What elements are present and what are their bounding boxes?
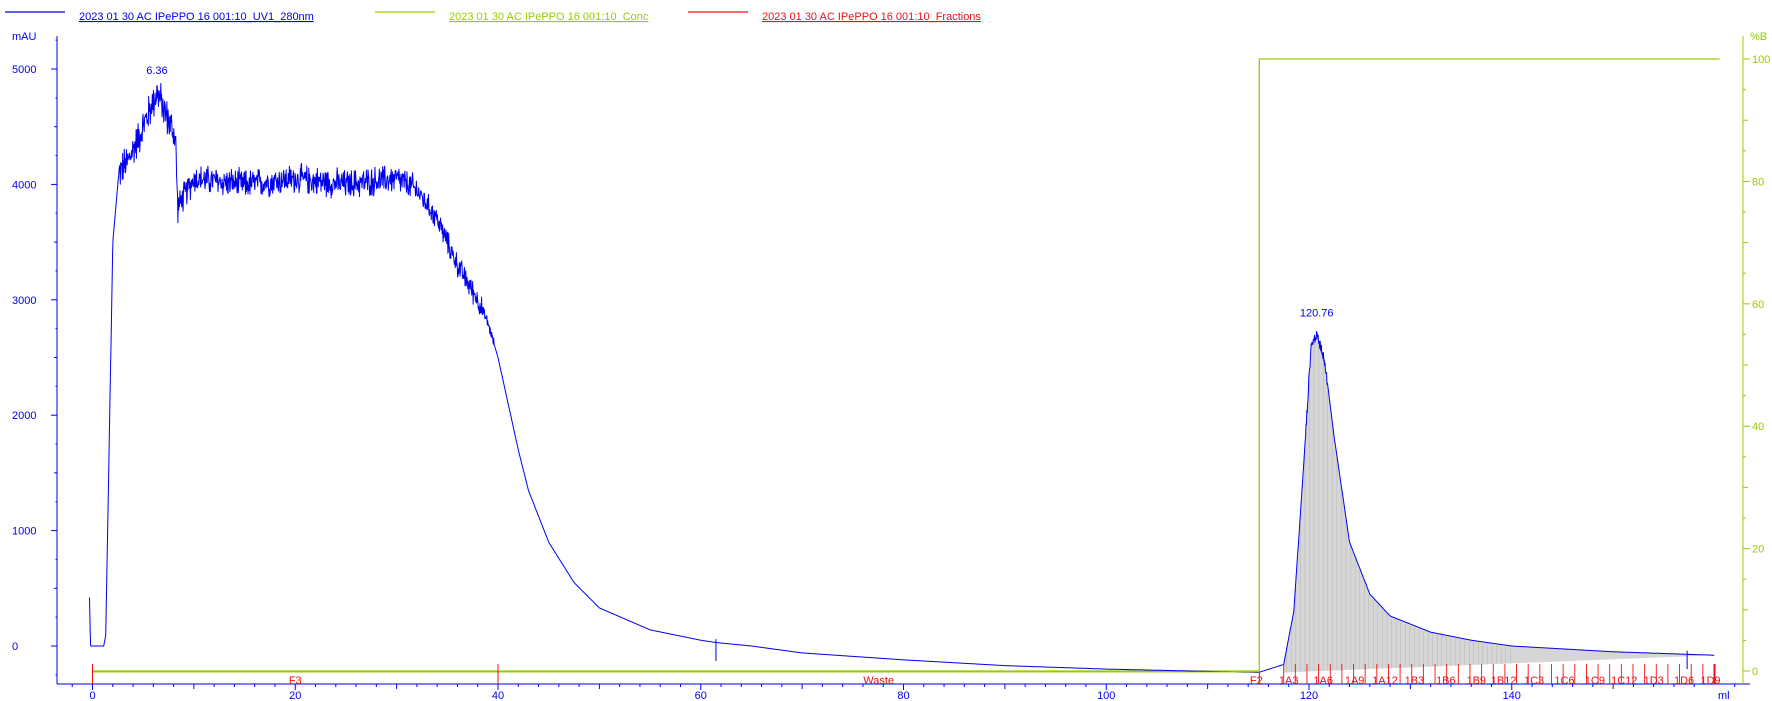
x-tick-label: 20: [289, 690, 301, 701]
y-right-tick-label: 80: [1752, 176, 1764, 188]
y-left-tick-label: 1000: [12, 526, 36, 538]
fraction-label: 1C12: [1611, 675, 1637, 687]
axes: mAU %Bml010002000300040005000020406080100…: [12, 31, 1770, 701]
y-right-tick-label: 40: [1752, 421, 1764, 433]
fraction-label: 1D3: [1644, 675, 1664, 687]
fraction-label: 1B3: [1405, 675, 1425, 687]
y-right-unit: %B: [1750, 31, 1767, 43]
x-tick-label: 140: [1503, 690, 1521, 701]
fraction-label: 1B6: [1436, 675, 1456, 687]
fraction-label: 1A9: [1345, 675, 1365, 687]
uv-line: [89, 83, 1715, 673]
fractions: F3 Waste F2 1A3 1A6 1A9 1A12 1B3 1B6 1B9 1B12 1C3 1C…: [92, 664, 1721, 687]
x-tick-label: 60: [695, 690, 707, 701]
fraction-label: 1B9: [1466, 675, 1486, 687]
fraction-label: F2: [1250, 675, 1263, 687]
fraction-label: 1D9: [1700, 675, 1720, 687]
series: [89, 58, 1720, 673]
fraction-label: F3: [289, 675, 302, 687]
y-right-tick-label: 100: [1752, 54, 1770, 66]
x-tick-label: 80: [897, 690, 909, 701]
fraction-label: 1A12: [1372, 675, 1398, 687]
y-left-tick-label: 4000: [12, 179, 36, 191]
x-tick-label: 100: [1097, 690, 1115, 701]
peak-labels: 6.36 120.76: [146, 65, 1333, 319]
legend-label: 2023 01 30 AC IPePPO 16 001:10_Conc: [449, 11, 649, 23]
fraction-label: 1D6: [1674, 675, 1694, 687]
y-left-tick-label: 2000: [12, 410, 36, 422]
x-tick-label: 40: [492, 690, 504, 701]
y-right-tick-label: 60: [1752, 299, 1764, 311]
x-tick-label: 0: [89, 690, 95, 701]
y-left-tick-label: 3000: [12, 295, 36, 307]
fraction-label: Waste: [863, 675, 894, 687]
legend: 2023 01 30 AC IPePPO 16 001:10_UV1_280nm…: [5, 11, 981, 23]
y-left-tick-label: 0: [12, 641, 18, 653]
fraction-label: 1C6: [1554, 675, 1574, 687]
legend-label: 2023 01 30 AC IPePPO 16 001:10_Fractions: [762, 11, 981, 23]
peak-label: 6.36: [146, 65, 167, 77]
x-tick-label: 120: [1300, 690, 1318, 701]
fraction-label: 1B12: [1491, 675, 1517, 687]
x-unit: ml: [1718, 690, 1730, 701]
fraction-label: 1A6: [1313, 675, 1333, 687]
y-left-unit: mAU: [12, 31, 37, 43]
y-right-tick-label: 20: [1752, 544, 1764, 556]
y-left-tick-label: 5000: [12, 64, 36, 76]
fraction-label: 1C9: [1585, 675, 1605, 687]
peak-area: [1283, 335, 1715, 673]
legend-label: 2023 01 30 AC IPePPO 16 001:10_UV1_280nm: [79, 11, 314, 23]
conc-line: [92, 58, 1720, 672]
peak-label: 120.76: [1300, 307, 1334, 319]
fraction-label: 1A3: [1279, 675, 1299, 687]
peak-fill: [1283, 335, 1715, 673]
fraction-label: 1C3: [1524, 675, 1544, 687]
y-right-tick-label: 0: [1752, 666, 1758, 678]
